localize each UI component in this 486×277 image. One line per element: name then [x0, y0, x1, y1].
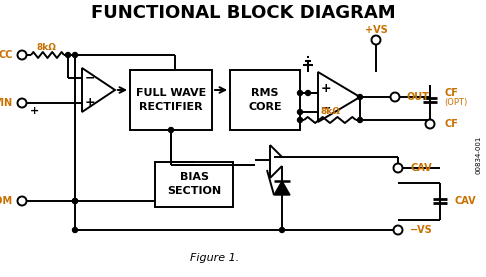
Text: OUT: OUT [406, 92, 429, 102]
Text: CAV: CAV [454, 196, 476, 206]
Circle shape [358, 117, 363, 122]
Bar [155, 162, 233, 207]
Text: 00834-001: 00834-001 [475, 136, 481, 174]
Text: FUNCTIONAL BLOCK DIAGRAM: FUNCTIONAL BLOCK DIAGRAM [91, 4, 395, 22]
Circle shape [72, 227, 77, 232]
Circle shape [17, 196, 27, 206]
Circle shape [394, 163, 402, 173]
Text: COM: COM [0, 196, 13, 206]
Text: CF: CF [444, 119, 458, 129]
Circle shape [306, 91, 311, 96]
Circle shape [72, 53, 77, 58]
Circle shape [17, 50, 27, 60]
Circle shape [297, 109, 302, 114]
Text: −: − [85, 71, 95, 84]
Circle shape [426, 119, 434, 129]
Text: Figure 1.: Figure 1. [191, 253, 240, 263]
Polygon shape [318, 72, 360, 122]
Text: 8kΩ: 8kΩ [320, 106, 340, 116]
Text: SECTION: SECTION [167, 186, 221, 196]
Bar [130, 70, 212, 130]
Circle shape [358, 94, 363, 99]
Circle shape [66, 53, 70, 58]
Circle shape [297, 91, 302, 96]
Polygon shape [82, 68, 115, 112]
Circle shape [394, 225, 402, 235]
Text: RMS: RMS [251, 88, 279, 98]
Bar [230, 70, 300, 130]
Text: −VS: −VS [410, 225, 433, 235]
Text: +VS: +VS [364, 25, 387, 35]
Text: (OPT): (OPT) [444, 99, 467, 107]
Circle shape [72, 199, 77, 204]
Text: 8kΩ: 8kΩ [36, 42, 56, 52]
Polygon shape [274, 181, 290, 195]
Circle shape [72, 199, 77, 204]
Text: FULL WAVE: FULL WAVE [136, 88, 206, 98]
Text: CF: CF [444, 88, 458, 98]
Text: RECTIFIER: RECTIFIER [139, 102, 203, 112]
Text: VIN: VIN [0, 98, 13, 108]
Circle shape [169, 127, 174, 132]
Text: +: + [29, 106, 38, 116]
Text: +: + [321, 81, 331, 94]
Text: +: + [85, 96, 95, 109]
Text: BIAS: BIAS [179, 171, 208, 181]
Circle shape [297, 117, 302, 122]
Circle shape [17, 99, 27, 107]
Text: CC: CC [0, 50, 13, 60]
Circle shape [371, 35, 381, 45]
Circle shape [279, 227, 284, 232]
Text: −: − [321, 101, 331, 114]
Circle shape [390, 93, 399, 101]
Text: CORE: CORE [248, 102, 282, 112]
Text: CAV: CAV [410, 163, 432, 173]
